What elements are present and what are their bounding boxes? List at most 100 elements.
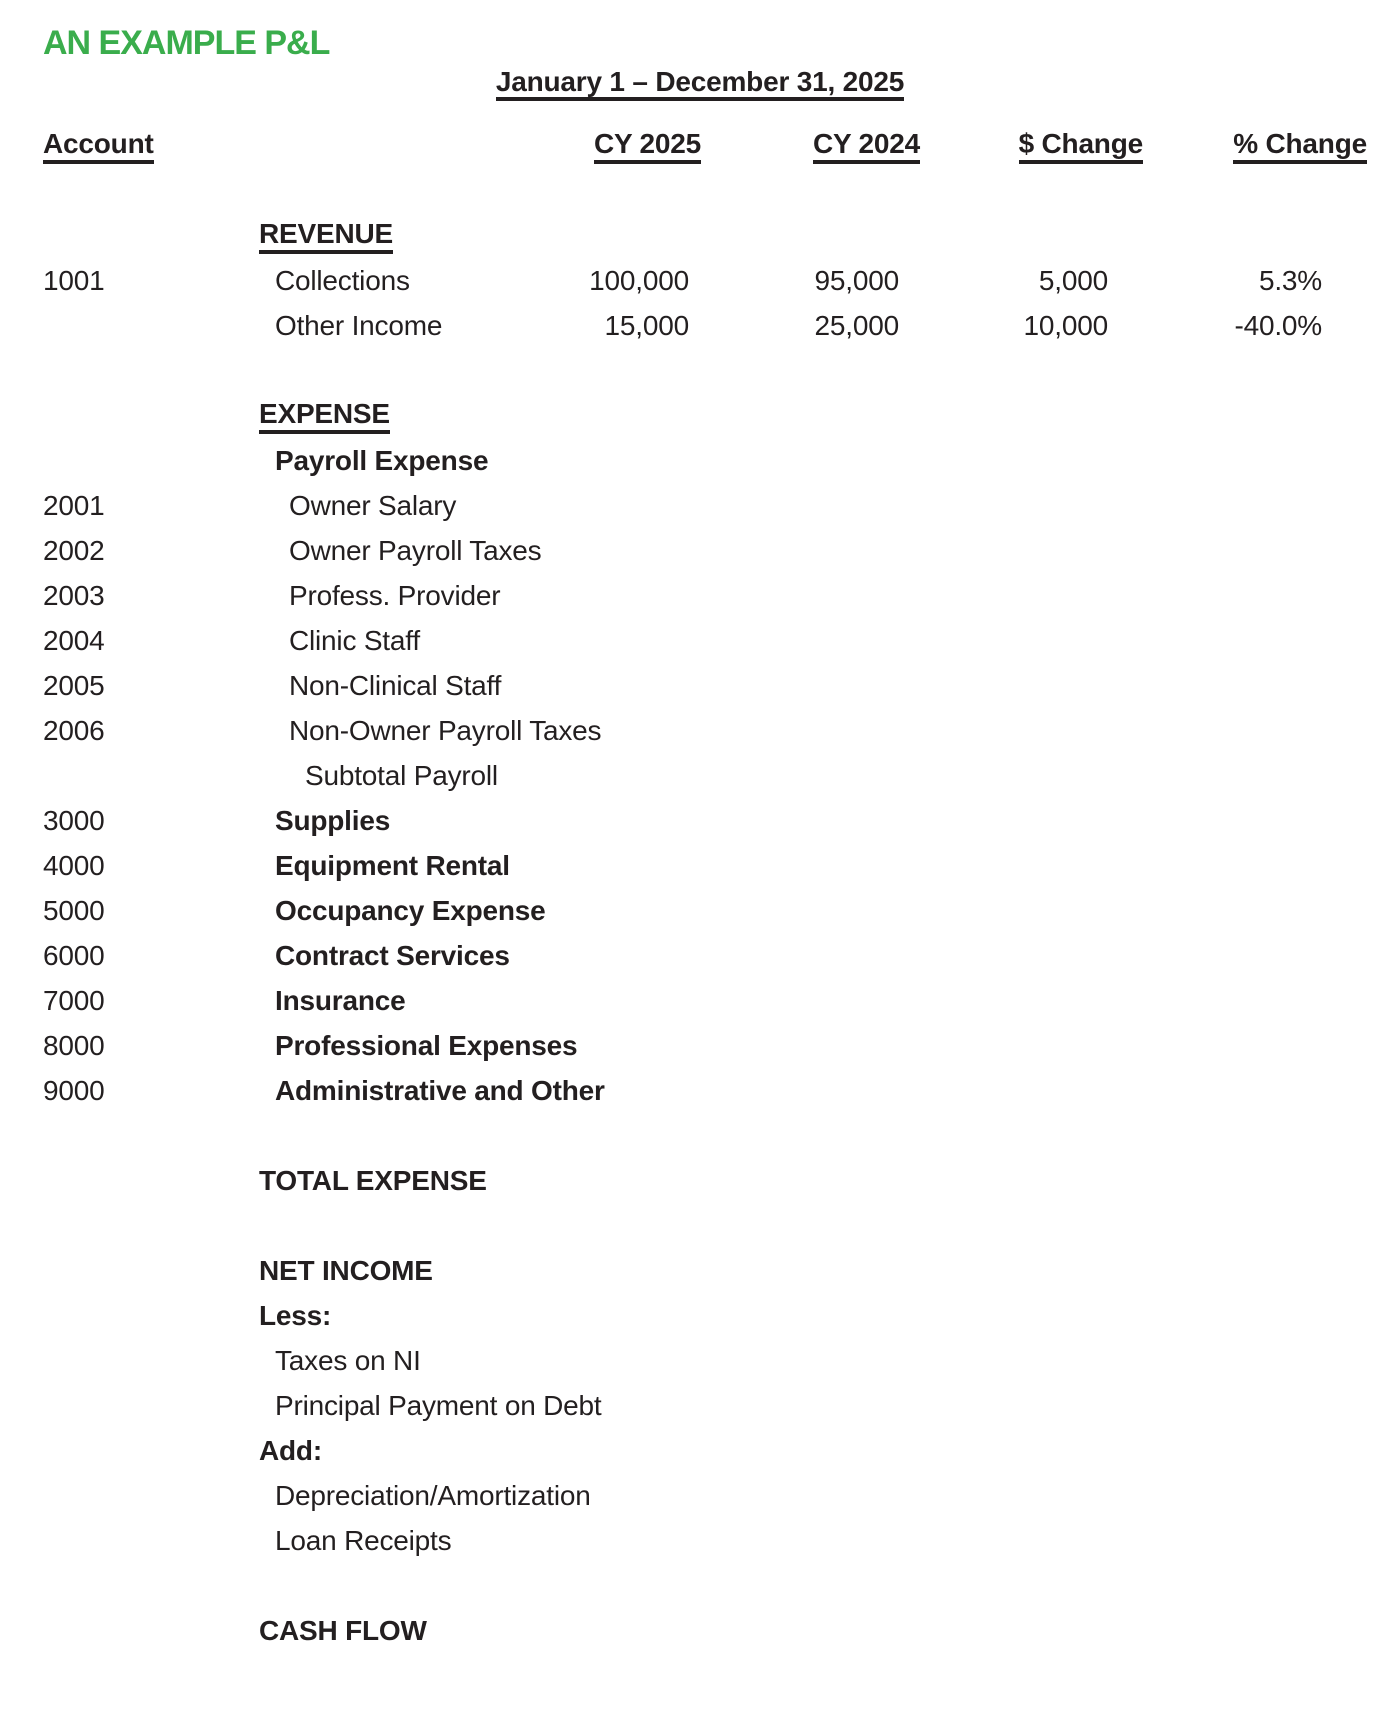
column-header-account-cell: Account <box>43 128 259 164</box>
column-header-dollar-change-cell: $ Change <box>920 128 1143 164</box>
account-number: 3000 <box>43 804 105 836</box>
table-row: Other Income 15,000 25,000 10,000 -40.0% <box>0 303 1400 348</box>
row-label: Equipment Rental <box>275 849 510 881</box>
value-percent-change: 5.3% <box>1258 264 1322 296</box>
column-header-cy2025-cell: CY 2025 <box>509 128 701 164</box>
row-label-cell: Supplies <box>259 805 509 837</box>
row-label: Clinic Staff <box>289 624 420 656</box>
account-number: 2001 <box>43 489 105 521</box>
row-label: Other Income <box>275 309 443 341</box>
table-row: 5000 Occupancy Expense <box>0 888 1400 933</box>
row-label-cell: Administrative and Other <box>259 1075 605 1107</box>
row-label-cell: Non-Owner Payroll Taxes <box>259 715 602 747</box>
column-header-dollar-change: $ Change <box>1018 129 1143 164</box>
row-label: Collections <box>275 264 410 296</box>
account-number-cell: 4000 <box>43 850 259 882</box>
value-cy2024-cell: 95,000 <box>701 265 920 297</box>
value-dollar-change: 5,000 <box>1038 264 1108 296</box>
row-label-cell: Add: <box>259 1435 509 1467</box>
account-number-cell: 1001 <box>43 265 259 297</box>
account-number-cell: 2004 <box>43 625 259 657</box>
value-dollar-change: 10,000 <box>1023 309 1109 341</box>
row-label-cell: EXPENSE <box>259 398 509 434</box>
row-label-cell: NET INCOME <box>259 1255 509 1287</box>
account-number-cell: 2005 <box>43 670 259 702</box>
table-body: REVENUE 1001 Collections 100,000 95,000 5,000… <box>0 168 1400 1653</box>
account-number-cell: 6000 <box>43 940 259 972</box>
table-header-row: Account CY 2025 CY 2024 $ Change % Chang… <box>0 123 1400 168</box>
table-row: 4000 Equipment Rental <box>0 843 1400 888</box>
value-dollar-change-cell: 10,000 <box>920 310 1143 342</box>
row-label-cell: Equipment Rental <box>259 849 510 882</box>
row-label-cell: Payroll Expense <box>259 445 509 477</box>
row-label: Owner Payroll Taxes <box>289 534 542 566</box>
account-number: 2005 <box>43 669 105 701</box>
row-label-cell: Occupancy Expense <box>259 895 546 927</box>
row-label: Professional Expenses <box>275 1029 578 1061</box>
account-number-cell: 8000 <box>43 1030 259 1062</box>
table-row: NET INCOME <box>0 1248 1400 1293</box>
row-label: Principal Payment on Debt <box>275 1389 602 1421</box>
row-label: Less: <box>259 1299 332 1331</box>
row-label: Supplies <box>275 804 391 836</box>
row-label: Contract Services <box>275 939 510 971</box>
row-label-cell: CASH FLOW <box>259 1615 509 1647</box>
row-label-cell: Collections <box>259 265 509 297</box>
table-row: Less: <box>0 1293 1400 1338</box>
table-row: Taxes on NI <box>0 1338 1400 1383</box>
column-header-cy2025: CY 2025 <box>593 129 701 164</box>
document-title: AN EXAMPLE P&L <box>43 24 330 62</box>
account-number-cell: 2002 <box>43 535 259 567</box>
row-label-cell: Taxes on NI <box>259 1345 509 1377</box>
row-label: TOTAL EXPENSE <box>259 1164 487 1196</box>
table-row: Subtotal Payroll <box>0 753 1400 798</box>
row-label: Owner Salary <box>289 489 457 521</box>
row-label: Depreciation/Amortization <box>275 1479 591 1511</box>
row-label: Profess. Provider <box>289 579 501 611</box>
account-number-cell: 7000 <box>43 985 259 1017</box>
account-number: 7000 <box>43 984 105 1016</box>
table-row: TOTAL EXPENSE <box>0 1158 1400 1203</box>
value-cy2025-cell: 15,000 <box>509 310 701 342</box>
spacer-row <box>0 1113 1400 1158</box>
table-row: 1001 Collections 100,000 95,000 5,000 5.3% <box>0 258 1400 303</box>
period-subtitle: January 1 – December 31, 2025 <box>495 67 904 102</box>
table-row: 2005 Non-Clinical Staff <box>0 663 1400 708</box>
account-number: 9000 <box>43 1074 105 1106</box>
account-number: 2004 <box>43 624 105 656</box>
row-label: Insurance <box>275 984 406 1016</box>
value-percent-change: -40.0% <box>1234 309 1322 341</box>
account-number: 1001 <box>43 264 105 296</box>
table-row: 9000 Administrative and Other <box>0 1068 1400 1113</box>
spacer-row <box>0 1203 1400 1248</box>
row-label-cell: Professional Expenses <box>259 1030 578 1062</box>
table-row: 2006 Non-Owner Payroll Taxes <box>0 708 1400 753</box>
table-row: Loan Receipts <box>0 1518 1400 1563</box>
account-number: 8000 <box>43 1029 105 1061</box>
account-number: 4000 <box>43 849 105 881</box>
account-number-cell: 9000 <box>43 1075 259 1107</box>
row-label-cell: Loan Receipts <box>259 1525 509 1557</box>
table-row: 2001 Owner Salary <box>0 483 1400 528</box>
table-row: Add: <box>0 1428 1400 1473</box>
value-cy2024: 95,000 <box>814 264 900 296</box>
account-number: 5000 <box>43 894 105 926</box>
spacer-row <box>0 348 1400 393</box>
row-label-cell: Insurance <box>259 985 509 1017</box>
row-label: CASH FLOW <box>259 1614 427 1646</box>
account-number: 6000 <box>43 939 105 971</box>
account-number-cell: 2001 <box>43 490 259 522</box>
value-cy2024-cell: 25,000 <box>701 310 920 342</box>
row-label-cell: Owner Payroll Taxes <box>259 535 542 567</box>
row-label: Loan Receipts <box>275 1524 452 1556</box>
value-cy2024: 25,000 <box>814 309 900 341</box>
account-number-cell: 2006 <box>43 715 259 747</box>
row-label: Non-Owner Payroll Taxes <box>289 714 602 746</box>
table-row: CASH FLOW <box>0 1608 1400 1653</box>
value-percent-change-cell: 5.3% <box>1143 265 1367 297</box>
row-label-cell: Less: <box>259 1300 509 1332</box>
row-label: Add: <box>259 1434 322 1466</box>
row-label: NET INCOME <box>259 1254 433 1286</box>
row-label: Non-Clinical Staff <box>289 669 502 701</box>
